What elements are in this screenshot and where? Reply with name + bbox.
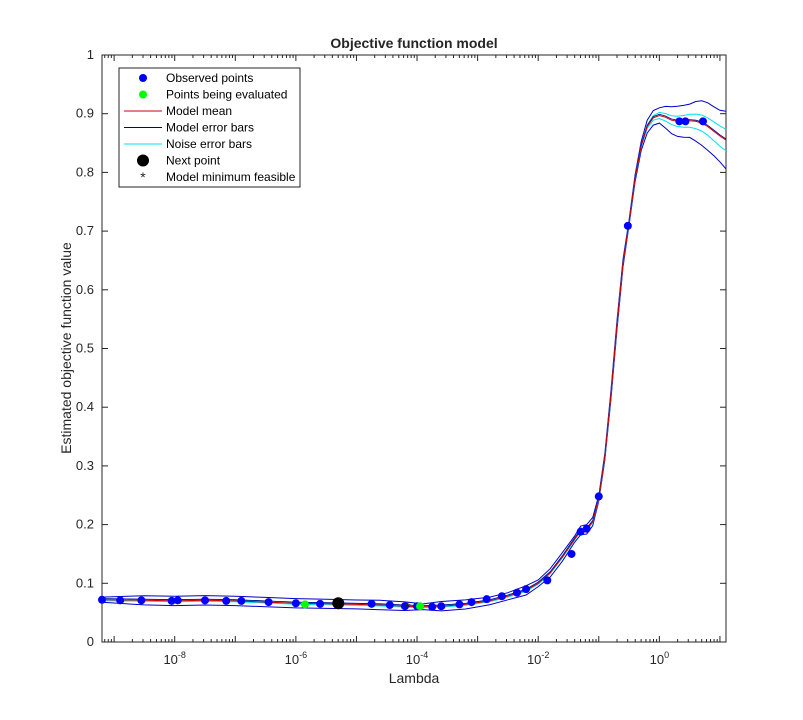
legend-label: Points being evaluated	[166, 88, 287, 102]
evaluating-point	[300, 600, 309, 609]
x-tick-label: 100	[650, 650, 669, 667]
observed-point	[437, 602, 446, 611]
y-tick-label: 0.9	[76, 106, 94, 121]
y-axis-label: Estimated objective function value	[58, 242, 74, 454]
observed-point	[237, 596, 246, 605]
legend-item: Next point	[137, 154, 221, 168]
legend-items: Observed points Points being evaluated Mod…	[124, 71, 296, 185]
legend: Observed points Points being evaluated Mod…	[118, 67, 301, 188]
y-tick-label: 0.2	[76, 517, 94, 532]
markers-layer: *	[98, 117, 707, 615]
y-tick-label: 0.7	[76, 223, 94, 238]
observed-point	[675, 117, 684, 126]
observed-point	[594, 492, 603, 501]
observed-point	[681, 117, 690, 126]
legend-label: Observed points	[166, 71, 253, 85]
observed-point	[467, 598, 476, 607]
y-tick-label: 0.1	[76, 575, 94, 590]
y-tick-label: 0	[87, 634, 94, 649]
legend-label: Model minimum feasible	[166, 170, 296, 184]
observed-point	[222, 596, 231, 605]
observed-point	[567, 549, 576, 558]
x-tick-label: 10-6	[285, 650, 307, 667]
observed-point	[385, 601, 394, 610]
observed-point	[167, 596, 176, 605]
observed-point	[512, 588, 521, 597]
legend-label: Model mean	[166, 104, 232, 118]
evaluating-point	[416, 602, 425, 611]
observed-point	[576, 527, 585, 536]
chart-title: Objective function model	[330, 35, 497, 51]
y-tick-label: 0.4	[76, 399, 94, 414]
x-axis-label: Lambda	[389, 670, 440, 686]
x-tick-label: 10-2	[527, 650, 549, 667]
x-tick-label: 10-4	[406, 650, 428, 667]
observed-point	[482, 595, 491, 604]
ticks-layer: 0 0.1 0.2 0.3 0.4 0.5 0.6 0.7 0.8 0.9 1 10-8 10-6 10-…	[76, 47, 726, 667]
observed-point	[200, 596, 209, 605]
observed-point	[400, 602, 409, 611]
legend-marker	[137, 154, 149, 167]
observed-point	[137, 596, 146, 605]
observed-point	[543, 576, 552, 585]
legend-label: Next point	[166, 154, 221, 168]
model-minimum-point: *	[405, 599, 411, 615]
observed-point	[455, 600, 464, 609]
legend-label: Model error bars	[166, 121, 254, 135]
legend-marker: *	[140, 169, 146, 185]
observed-point	[173, 596, 182, 605]
observed-point	[316, 599, 325, 608]
observed-point	[698, 117, 707, 126]
y-tick-label: 0.6	[76, 282, 94, 297]
legend-item: Model error bars	[124, 121, 254, 135]
legend-item: Points being evaluated	[139, 88, 287, 102]
legend-marker	[139, 90, 147, 99]
observed-point	[291, 599, 300, 608]
legend-label: Noise error bars	[166, 137, 252, 151]
y-tick-label: 1	[87, 47, 94, 62]
observed-point	[623, 221, 632, 230]
observed-point	[98, 595, 106, 604]
y-tick-label: 0.5	[76, 341, 94, 356]
x-tick-label: 10-8	[163, 650, 185, 667]
observed-point	[582, 524, 591, 533]
observed-point	[367, 599, 376, 608]
observed-point	[116, 596, 125, 605]
legend-item: Noise error bars	[124, 137, 252, 151]
next-point	[332, 597, 345, 610]
observed-point	[497, 592, 506, 601]
observed-point	[428, 602, 437, 611]
observed-point	[522, 585, 531, 594]
legend-marker	[139, 74, 147, 82]
legend-item: Model mean	[124, 104, 232, 118]
legend-item: Observed points	[139, 71, 253, 85]
y-tick-label: 0.8	[76, 164, 94, 179]
y-tick-label: 0.3	[76, 458, 94, 473]
legend-item: * Model minimum feasible	[140, 169, 295, 185]
observed-point	[264, 598, 273, 607]
